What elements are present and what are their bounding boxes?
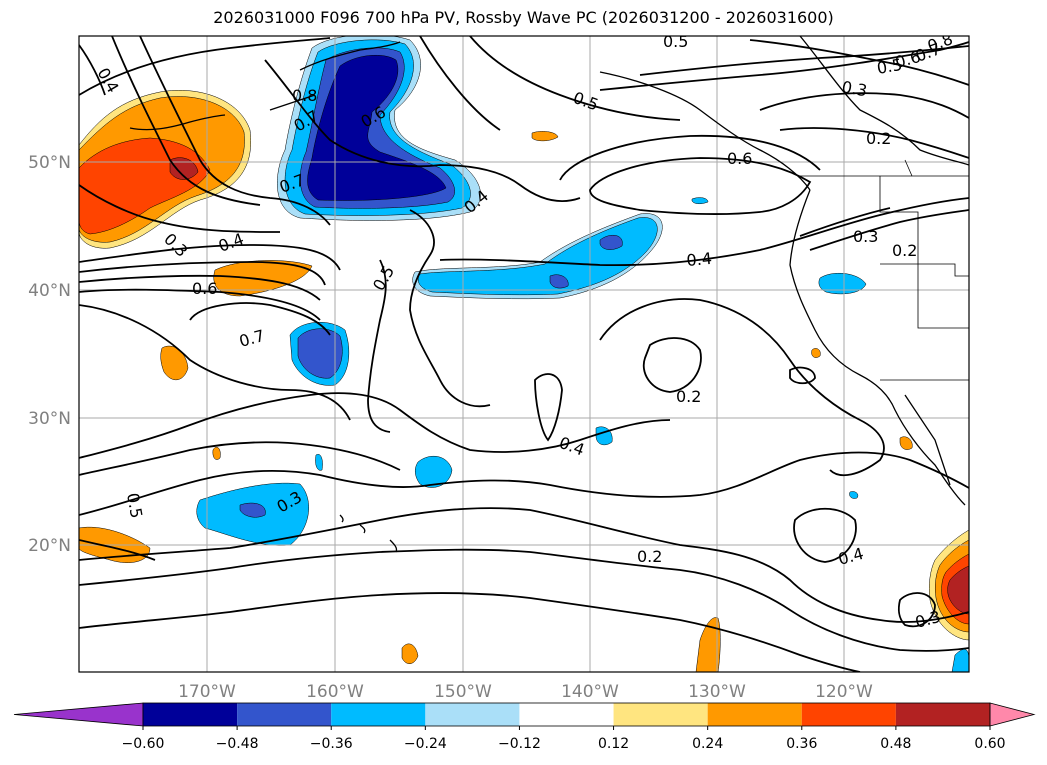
- contour-label: 0.2: [892, 241, 917, 260]
- colorbar-box: [519, 703, 614, 726]
- colorbar-underflow: [13, 702, 144, 727]
- colorbar-tick-label: −0.60: [122, 736, 165, 752]
- colorbar-tick-label: 0.48: [880, 736, 911, 752]
- lon-label: 150°W: [434, 682, 492, 702]
- contour-label: 0.5: [663, 32, 688, 51]
- latitude-labels: 50°N 40°N 30°N 20°N: [28, 153, 71, 556]
- political-borders: [800, 159, 969, 381]
- lon-label: 170°W: [178, 682, 236, 702]
- colorbar-tick-label: −0.36: [310, 736, 353, 752]
- contour-label: 0.2: [866, 129, 891, 148]
- graticule: [79, 36, 969, 672]
- lat-label: 50°N: [28, 153, 71, 173]
- contour-label: 0.6: [727, 149, 752, 168]
- colorbar: −0.60 −0.48 −0.36 −0.24 −0.12 0.12 0.24 0.36 0.4…: [13, 702, 1036, 752]
- pv-contours: [79, 36, 969, 672]
- contour-label: 0.2: [637, 547, 662, 566]
- contour-label: 0.2: [676, 387, 701, 406]
- colorbar-tick-label: 0.60: [974, 736, 1005, 752]
- negative-anomaly-fills: [196, 36, 969, 672]
- colorbar-tick-label: −0.12: [498, 736, 541, 752]
- lat-label: 30°N: [28, 409, 71, 429]
- colorbar-tick-label: −0.48: [216, 736, 259, 752]
- lat-label: 20°N: [28, 536, 71, 556]
- map-frame: [78, 35, 970, 673]
- colorbar-tick-label: 0.12: [598, 736, 629, 752]
- longitude-labels: 170°W 160°W 150°W 140°W 130°W 120°W: [178, 682, 873, 702]
- colorbar-box: [143, 703, 238, 726]
- lon-label: 160°W: [306, 682, 364, 702]
- colorbar-tick-label: 0.24: [692, 736, 723, 752]
- lon-label: 120°W: [815, 682, 873, 702]
- lon-label: 140°W: [561, 682, 619, 702]
- colorbar-box: [707, 703, 802, 726]
- lon-label: 130°W: [688, 682, 746, 702]
- contour-label: 0.3: [840, 77, 868, 100]
- colorbar-tick-label: 0.36: [786, 736, 817, 752]
- colorbar-box: [801, 703, 896, 726]
- colorbar-overflow: [989, 702, 1036, 727]
- contour-label: 0.4: [686, 249, 713, 270]
- colorbar-box: [425, 703, 520, 726]
- contour-label: 0.3: [853, 227, 878, 246]
- lat-label: 40°N: [28, 281, 71, 301]
- map-title: 2026031000 F096 700 hPa PV, Rossby Wave …: [213, 8, 834, 27]
- coastlines: [129, 36, 969, 553]
- colorbar-tick-label: −0.24: [404, 736, 447, 752]
- colorbar-box: [331, 703, 426, 726]
- colorbar-box: [895, 703, 990, 726]
- contour-label: 0.6: [192, 279, 217, 298]
- colorbar-box: [237, 703, 332, 726]
- contour-label: 0.5: [875, 55, 903, 78]
- contour-label: 0.5: [123, 491, 146, 519]
- contour-label: 0.8: [292, 86, 317, 105]
- colorbar-box: [613, 703, 708, 726]
